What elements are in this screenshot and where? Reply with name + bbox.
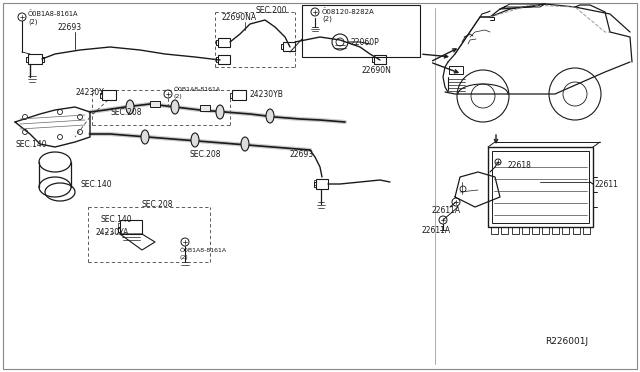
Bar <box>552 227 559 234</box>
Bar <box>563 227 570 234</box>
Text: 22690N: 22690N <box>362 65 392 74</box>
Bar <box>150 101 160 107</box>
Bar <box>374 55 386 64</box>
Bar <box>492 151 589 223</box>
Text: 22690NA: 22690NA <box>222 13 257 22</box>
Text: (2): (2) <box>174 93 183 99</box>
Ellipse shape <box>191 133 199 147</box>
Text: 24230YB: 24230YB <box>250 90 284 99</box>
Bar <box>218 38 230 47</box>
Bar <box>283 42 295 51</box>
Text: SEC.208: SEC.208 <box>190 150 221 158</box>
Bar <box>200 105 210 111</box>
Bar <box>218 55 230 64</box>
Text: SEC.208: SEC.208 <box>142 199 173 208</box>
Text: SEC.200: SEC.200 <box>255 6 287 15</box>
Bar <box>573 227 580 234</box>
Text: Õ0B1A8-8161A: Õ0B1A8-8161A <box>28 11 79 17</box>
Ellipse shape <box>171 100 179 114</box>
Bar <box>449 66 463 74</box>
Ellipse shape <box>126 100 134 114</box>
Text: Õ08120-8282A: Õ08120-8282A <box>322 9 375 15</box>
Text: Õ0B1A8-8161A: Õ0B1A8-8161A <box>174 87 221 92</box>
Text: 22060P: 22060P <box>351 38 380 46</box>
Text: SEC.140: SEC.140 <box>80 180 111 189</box>
Bar <box>532 227 539 234</box>
Bar <box>120 220 142 234</box>
Bar <box>501 227 508 234</box>
Text: (2): (2) <box>28 19 38 25</box>
Text: 22611: 22611 <box>595 180 619 189</box>
Bar <box>583 227 590 234</box>
Text: Õ0B1A8-8161A: Õ0B1A8-8161A <box>180 247 227 253</box>
Ellipse shape <box>266 109 274 123</box>
Text: 24230Y: 24230Y <box>75 87 104 96</box>
Text: 22693: 22693 <box>290 150 314 158</box>
Bar <box>542 227 549 234</box>
Text: 22693: 22693 <box>57 22 81 32</box>
Text: 24230YA: 24230YA <box>95 228 129 237</box>
Bar <box>28 54 42 64</box>
Text: (2): (2) <box>322 16 332 22</box>
Bar <box>491 227 498 234</box>
Bar <box>522 227 529 234</box>
Text: (2): (2) <box>180 254 189 260</box>
Text: SEC.140: SEC.140 <box>100 215 132 224</box>
Bar <box>316 179 328 189</box>
Bar <box>232 90 246 100</box>
Text: SEC.140: SEC.140 <box>15 140 47 148</box>
Text: R226001J: R226001J <box>545 337 588 346</box>
Bar <box>488 147 593 227</box>
Bar <box>511 227 518 234</box>
Bar <box>102 90 116 100</box>
Text: 22618: 22618 <box>508 160 532 170</box>
Text: 22611A: 22611A <box>422 225 451 234</box>
Ellipse shape <box>141 130 149 144</box>
Bar <box>302 5 420 57</box>
Ellipse shape <box>241 137 249 151</box>
Text: SEC.208: SEC.208 <box>110 108 141 116</box>
Text: 22611A: 22611A <box>432 205 461 215</box>
Ellipse shape <box>216 105 224 119</box>
